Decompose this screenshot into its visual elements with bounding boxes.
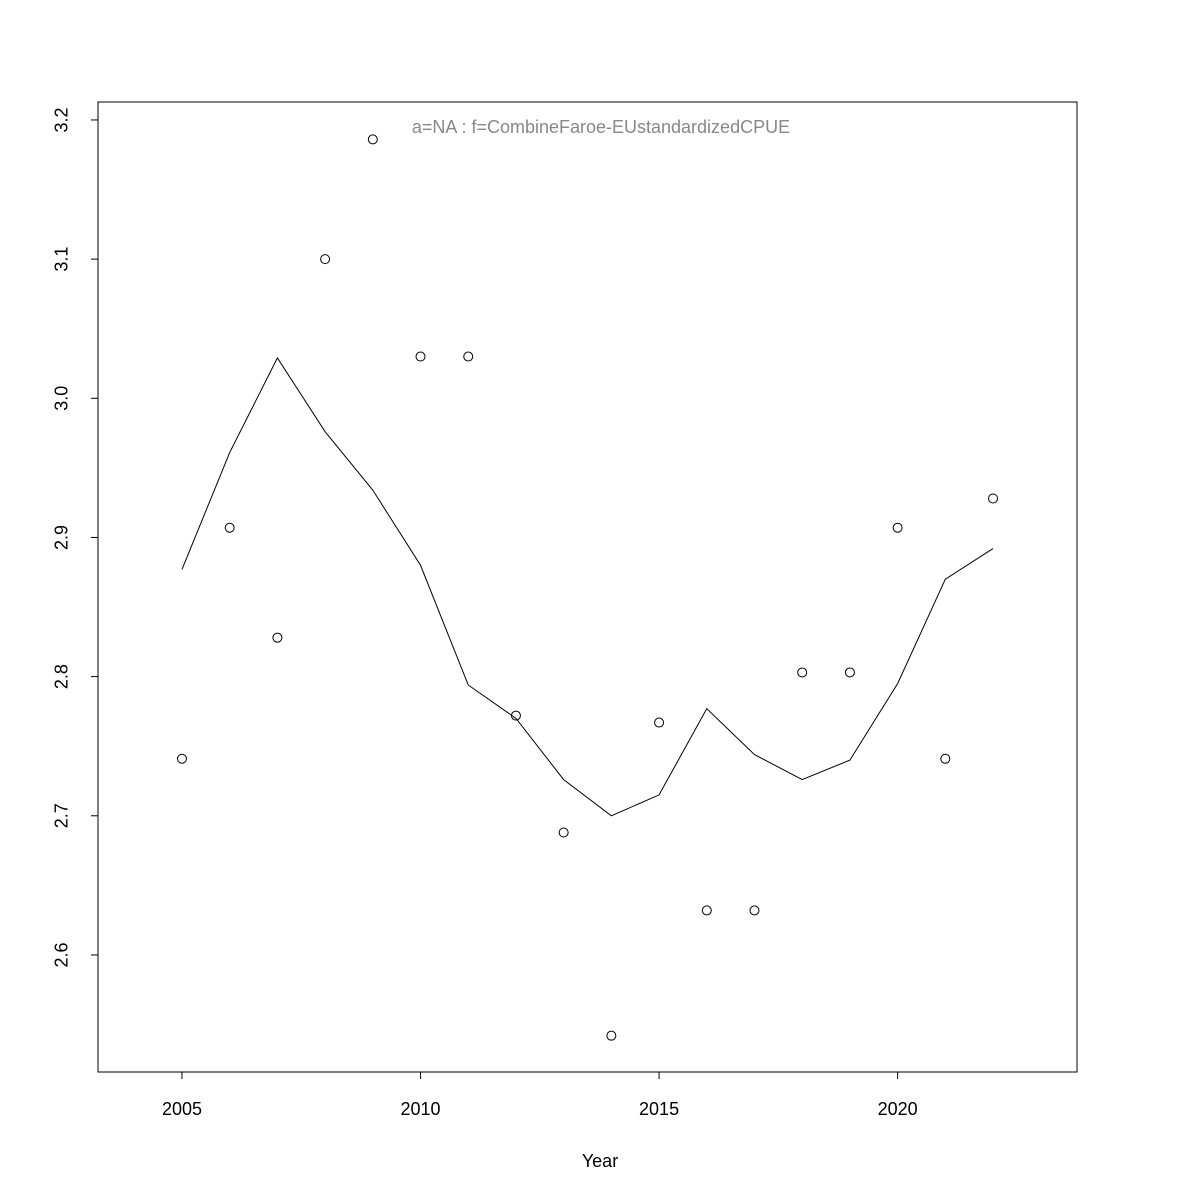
data-point (224, 522, 235, 533)
x-tick-label: 2005 (162, 1099, 202, 1119)
data-point (176, 753, 187, 764)
data-point (940, 753, 951, 764)
data-point (988, 493, 999, 504)
x-tick-label: 2015 (639, 1099, 679, 1119)
data-point (701, 905, 712, 916)
y-tick-label: 2.6 (52, 942, 72, 967)
data-point (844, 667, 855, 678)
data-point (320, 254, 331, 265)
data-point (415, 351, 426, 362)
x-tick-label: 2010 (400, 1099, 440, 1119)
plot-box (97, 101, 1078, 1073)
data-point (892, 522, 903, 533)
fitted-line (181, 356, 994, 817)
data-point (463, 351, 474, 362)
data-point (749, 905, 760, 916)
data-point (797, 667, 808, 678)
data-point (654, 717, 665, 728)
data-point (510, 710, 521, 721)
annotation: a=NA : f=CombineFaroe-EUstandardizedCPUE (412, 117, 790, 137)
y-tick-label: 2.8 (52, 664, 72, 689)
y-tick-label: 3.0 (52, 386, 72, 411)
y-tick-label: 2.7 (52, 803, 72, 828)
y-tick-label: 3.2 (52, 107, 72, 132)
x-axis-label: Year (582, 1151, 618, 1171)
y-tick-label: 3.1 (52, 247, 72, 272)
data-point (558, 827, 569, 838)
data-point (606, 1030, 617, 1041)
data-point (272, 632, 283, 643)
x-tick-label: 2020 (878, 1099, 918, 1119)
data-point (367, 134, 378, 145)
y-tick-label: 2.9 (52, 525, 72, 550)
